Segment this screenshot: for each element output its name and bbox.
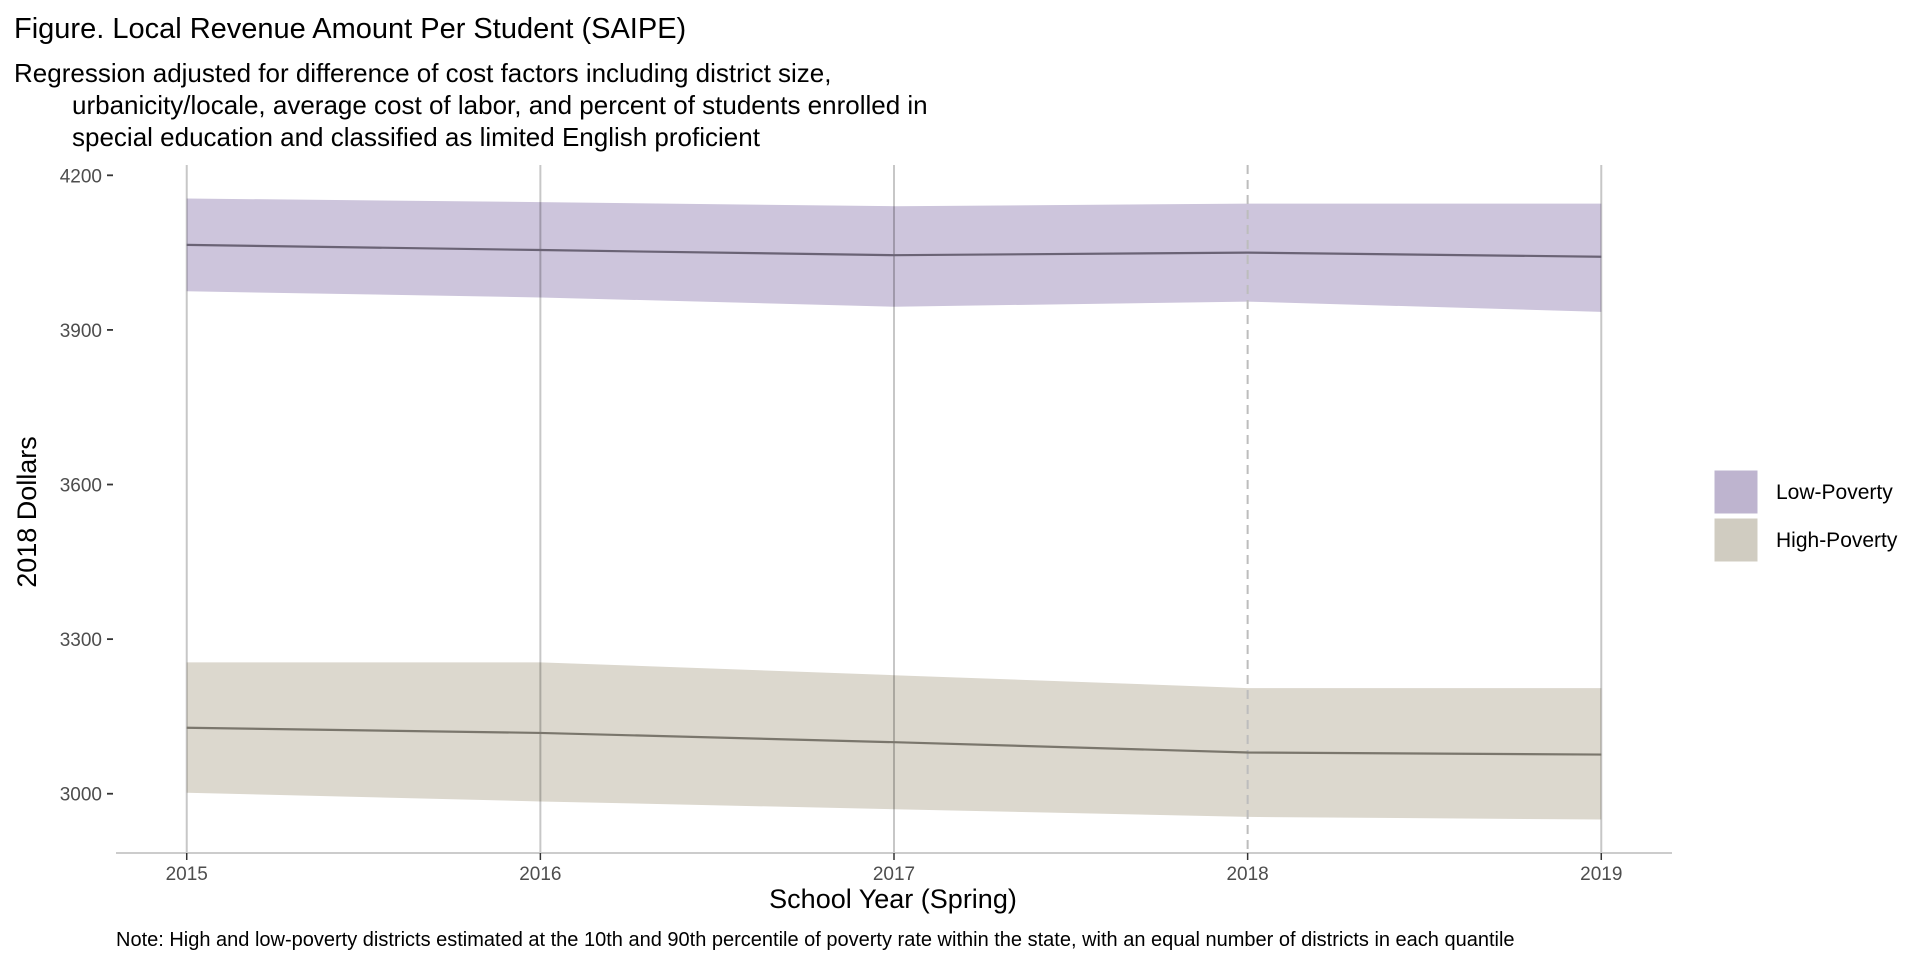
y-tick-label: 3900	[60, 321, 102, 342]
legend-swatch-low-poverty	[1713, 469, 1759, 515]
x-tick-label: 2018	[1226, 864, 1268, 885]
y-tick-label: 3000	[60, 785, 102, 806]
x-tick-label: 2017	[873, 864, 915, 885]
y-axis-title: 2018 Dollars	[12, 436, 42, 588]
subtitle-line-2: urbanicity/locale, average cost of labor…	[72, 90, 928, 120]
x-tick-label: 2016	[519, 864, 561, 885]
subtitle-line-3: special education and classified as limi…	[72, 122, 761, 152]
vertical-gridlines	[185, 165, 1603, 853]
legend-label-high-poverty: High-Poverty	[1776, 529, 1898, 552]
x-axis-title: School Year (Spring)	[769, 884, 1017, 914]
x-tick-label: 2015	[166, 864, 208, 885]
chart-subtitle: Regression adjusted for difference of co…	[14, 58, 928, 152]
chart-note: Note: High and low-poverty districts est…	[116, 929, 1515, 951]
line-low-poverty	[186, 243, 1602, 258]
line-high-poverty	[186, 726, 1602, 756]
chart-title: Figure. Local Revenue Amount Per Student…	[14, 13, 686, 45]
y-axis: 3000 3300 3600 3900 4200	[60, 166, 113, 806]
x-tick-label: 2019	[1580, 864, 1622, 885]
legend-label-low-poverty: Low-Poverty	[1776, 481, 1893, 504]
y-tick-label: 3600	[60, 476, 102, 497]
subtitle-line-1: Regression adjusted for difference of co…	[14, 58, 831, 88]
legend: Low-Poverty High-Poverty	[1713, 469, 1898, 563]
series-lines	[186, 243, 1602, 756]
x-axis: 2015 2016 2017 2018 2019	[116, 852, 1672, 885]
legend-swatch-high-poverty	[1713, 517, 1759, 563]
y-tick-label: 3300	[60, 630, 102, 651]
y-tick-label: 4200	[60, 166, 102, 187]
